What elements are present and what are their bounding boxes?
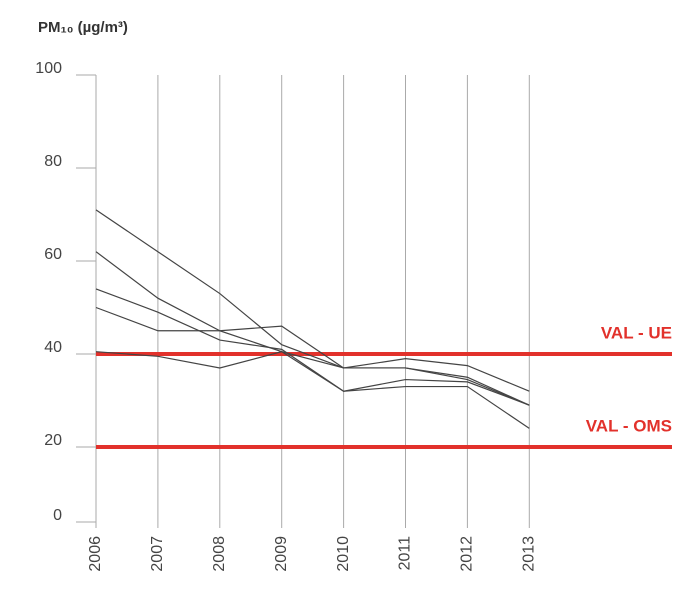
y-tick-label: 0 <box>53 507 62 524</box>
series-line <box>95 306 530 429</box>
series-line <box>95 351 530 406</box>
x-tick-label: 2007 <box>149 536 166 572</box>
y-tick-label: 80 <box>44 153 62 170</box>
y-tick-label: 100 <box>35 60 62 77</box>
series-line <box>95 209 530 406</box>
y-tick-label: 60 <box>44 246 62 263</box>
y-tick-label: 40 <box>44 339 62 356</box>
x-tick-label: 2013 <box>521 536 538 572</box>
y-tick-label: 20 <box>44 432 62 449</box>
reference-label: VAL - OMS <box>586 416 672 435</box>
chart-title: PM₁₀ (µg/m³) <box>38 19 128 36</box>
series-line <box>95 288 530 406</box>
x-tick-label: 2006 <box>87 536 104 572</box>
series-line <box>95 251 530 392</box>
x-tick-label: 2009 <box>273 536 290 572</box>
x-tick-label: 2008 <box>211 536 228 572</box>
x-tick-label: 2011 <box>397 536 414 571</box>
x-tick-label: 2010 <box>335 536 352 572</box>
reference-label: VAL - UE <box>601 323 672 342</box>
x-tick-label: 2012 <box>459 536 476 572</box>
